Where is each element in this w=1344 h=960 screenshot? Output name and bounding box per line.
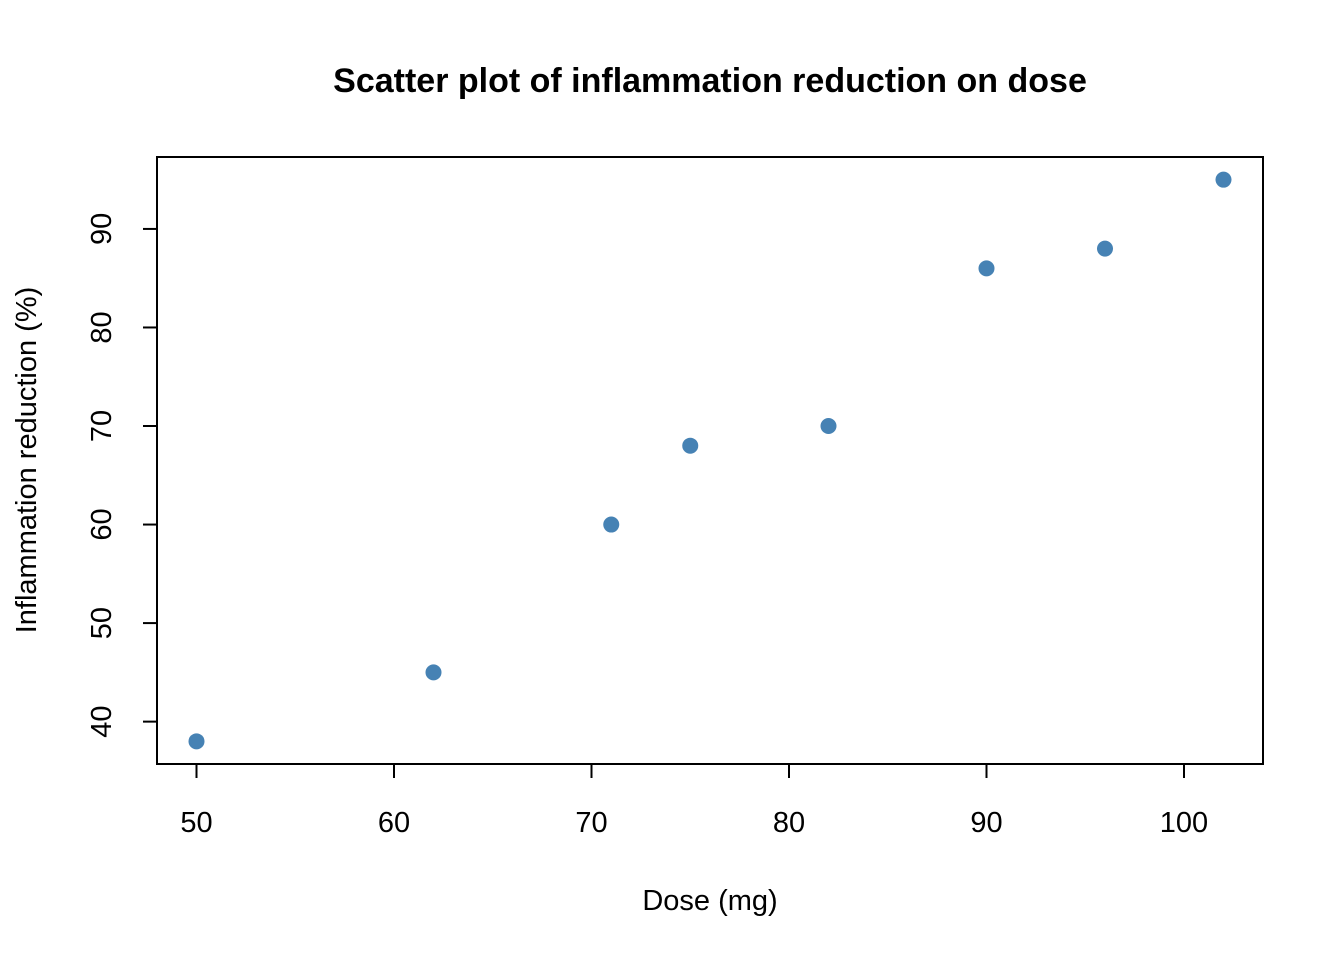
y-axis-ticks: 40 50 60 70 80 90 bbox=[86, 213, 157, 738]
y-axis-label: Inflammation reduction (%) bbox=[11, 287, 43, 634]
x-axis-label: Dose (mg) bbox=[642, 885, 777, 917]
y-tick-label: 90 bbox=[86, 213, 118, 245]
x-tick-label: 100 bbox=[1160, 807, 1208, 839]
scatter-point bbox=[188, 733, 205, 750]
y-tick-label: 80 bbox=[86, 311, 118, 343]
data-points bbox=[188, 171, 1232, 750]
scatter-point bbox=[978, 260, 995, 277]
scatter-point bbox=[820, 418, 837, 435]
scatter-point bbox=[682, 437, 699, 454]
y-tick-label: 40 bbox=[86, 705, 118, 737]
chart-title: Scatter plot of inflammation reduction o… bbox=[333, 62, 1087, 100]
x-tick-label: 70 bbox=[575, 807, 607, 839]
x-tick-label: 50 bbox=[180, 807, 212, 839]
scatter-point bbox=[1097, 240, 1113, 257]
scatter-point bbox=[603, 516, 620, 533]
y-tick-label: 50 bbox=[86, 607, 118, 639]
x-axis-ticks: 50 60 70 80 90 100 bbox=[180, 764, 1208, 839]
x-tick-label: 90 bbox=[970, 807, 1002, 839]
x-tick-label: 80 bbox=[773, 807, 805, 839]
y-tick-label: 70 bbox=[86, 410, 118, 442]
x-tick-label: 60 bbox=[378, 807, 410, 839]
scatter-point bbox=[1215, 171, 1232, 188]
scatter-point bbox=[425, 664, 442, 681]
y-tick-label: 60 bbox=[86, 508, 118, 540]
